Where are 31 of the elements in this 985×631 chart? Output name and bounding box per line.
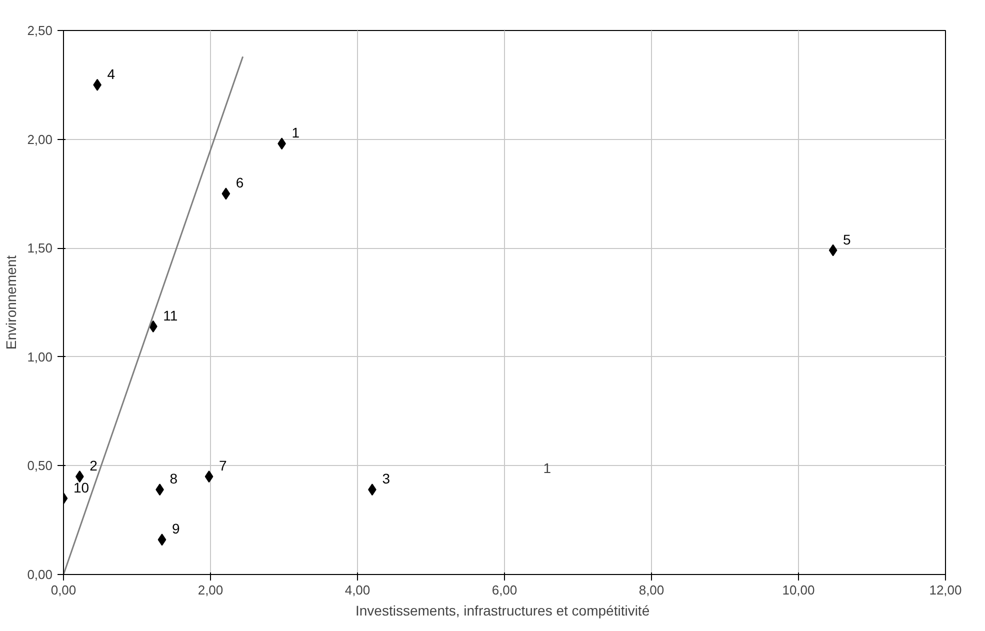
- annotation: 3: [382, 470, 390, 487]
- annotation: 7: [219, 458, 228, 474]
- annotation: 2: [90, 458, 98, 474]
- annotation: 6: [236, 174, 244, 191]
- x-tick-label: 0,00: [50, 582, 76, 598]
- x-tick-label: 6,00: [492, 582, 518, 598]
- annotation: 11: [163, 307, 178, 324]
- annotation: 5: [843, 231, 852, 248]
- y-tick-label: 0,50: [27, 458, 53, 474]
- point: [158, 534, 166, 546]
- x-tick-label: 10,00: [782, 582, 815, 598]
- y-tick-label: 2,50: [27, 23, 53, 38]
- x-tick-label: 4,00: [344, 582, 370, 598]
- y-axis-title: Environnement: [3, 255, 20, 350]
- annotation: 4: [107, 66, 116, 82]
- x-tick-label: 12,00: [929, 582, 962, 598]
- y-tick-label: 0,00: [27, 567, 53, 582]
- y-tick-label: 1,50: [27, 240, 53, 256]
- y-tick-label: 1,00: [27, 349, 53, 364]
- x-tick-label: 8,00: [638, 582, 664, 598]
- annotation: 10: [74, 479, 90, 496]
- annotation: 1: [292, 124, 300, 141]
- annotation: 9: [172, 520, 180, 537]
- point: [204, 470, 214, 483]
- x-tick-label: 2,00: [198, 582, 224, 598]
- y-tick-label: 2,00: [27, 132, 53, 147]
- point: [222, 188, 230, 200]
- x-axis-title: Investissements, infrastructures et compétitivité: [356, 602, 650, 618]
- annotation: 8: [170, 470, 178, 487]
- annotation: 1: [543, 460, 552, 476]
- point: [828, 244, 838, 256]
